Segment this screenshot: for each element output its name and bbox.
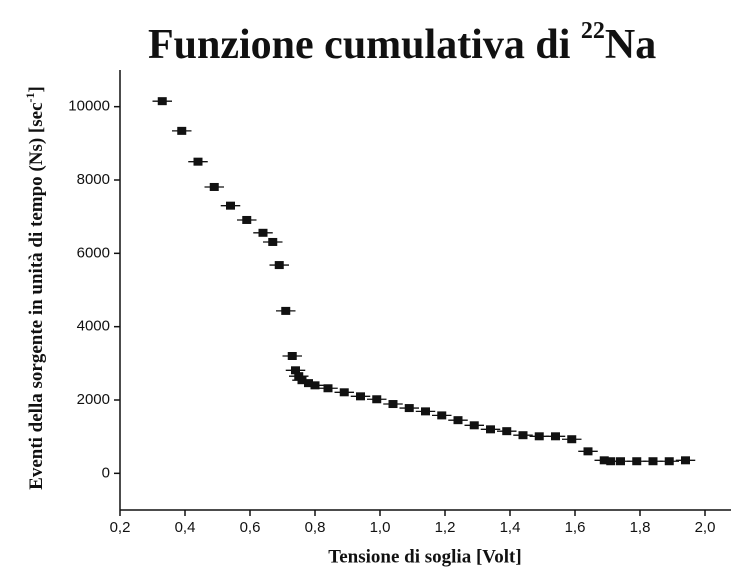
point [177,126,187,135]
point [469,421,479,430]
point [339,388,349,397]
chart-title: Funzione cumulativa di 22Na [148,18,656,68]
y-label-main: Eventi della sorgente in unità di tempo … [26,102,47,489]
point [291,366,300,375]
y-tick-label: 6000 [77,244,110,261]
x-tick-label: 0,8 [305,519,326,536]
point [242,215,252,224]
x-tick-label: 1,8 [630,519,651,536]
x-tick-label: 1,6 [565,519,586,536]
point [421,407,430,416]
point [287,352,297,360]
point [157,97,167,106]
x-axis-label: Tensione di soglia [Volt] [328,546,521,567]
y-tick-label: 4000 [77,318,110,335]
y-tick-label: 0 [102,464,110,481]
y-tick-label: 8000 [77,171,110,188]
x-tick-label: 0,4 [175,519,196,536]
x-tick-label: 1,2 [435,519,456,536]
x-tick-label: 0,6 [240,519,261,536]
point [583,447,593,456]
point [453,416,463,425]
point [268,237,278,246]
point [297,376,307,385]
point [437,411,447,420]
point [388,400,398,409]
point [209,182,219,191]
point [664,457,674,466]
point [681,456,690,465]
point [310,381,320,390]
point [274,261,284,270]
point [632,457,642,466]
point [518,431,528,440]
point [323,384,333,393]
point [599,456,609,465]
title-suffix: Na [605,22,656,68]
point [616,457,625,466]
point [304,379,313,388]
title-main: Funzione cumulativa di [148,22,581,68]
point [551,432,560,441]
point [567,435,577,444]
point [404,404,414,413]
y-tick-label: 2000 [77,391,110,408]
point [356,392,365,401]
x-tick-label: 1,4 [500,519,521,536]
point [534,432,544,441]
x-tick-label: 2,0 [695,519,716,536]
point [281,306,291,315]
point [226,201,235,210]
x-tick-label: 0,2 [110,519,131,536]
y-tick-label: 10000 [68,98,110,115]
y-label-suffix: ] [26,86,47,92]
title-superscript: 22 [581,18,605,44]
point [193,157,203,166]
y-axis-label: Eventi della sorgente in unità di tempo … [23,86,48,490]
point [486,425,495,434]
point [258,228,268,237]
point [648,457,658,466]
point [502,427,512,436]
point [372,395,382,404]
point [294,372,304,381]
x-tick-label: 1,0 [370,519,391,536]
y-label-superscript: -1 [23,92,37,102]
